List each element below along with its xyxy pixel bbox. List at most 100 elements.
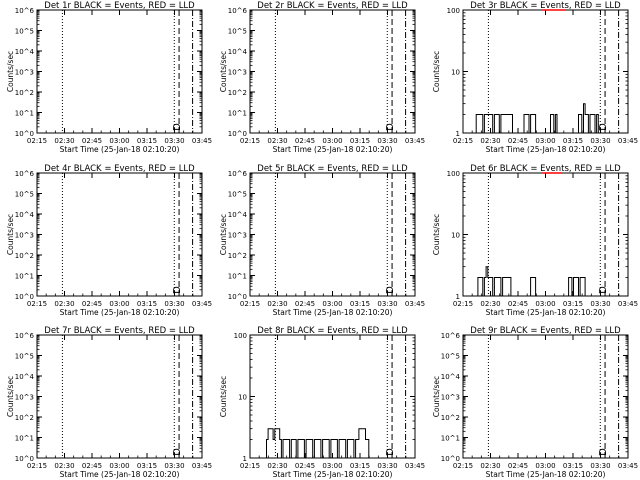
x-axis-label: Start Time (25-Jan-18 02:10:20) bbox=[273, 145, 393, 154]
x-tick-label: 02:30 bbox=[480, 137, 500, 145]
y-tick-label: 100 bbox=[234, 332, 247, 340]
x-tick-label: 03:00 bbox=[109, 137, 129, 145]
y-tick-label: 10^4 bbox=[228, 48, 248, 56]
panel-title: Det 5r BLACK = Events, RED = LLD bbox=[257, 164, 408, 174]
plot-frame bbox=[36, 172, 203, 297]
event-annotation: D bbox=[598, 286, 609, 294]
y-tick-label: 10^5 bbox=[441, 353, 460, 361]
x-axis-label: Start Time (25-Jan-18 02:10:20) bbox=[60, 470, 180, 479]
x-tick-label: 03:00 bbox=[109, 300, 129, 308]
panel-title: Det 2r BLACK = Events, RED = LLD bbox=[257, 1, 408, 11]
x-axis-label: Start Time (25-Jan-18 02:10:20) bbox=[273, 470, 393, 479]
y-axis-label: Counts/sec bbox=[219, 214, 228, 255]
y-tick-label: 10^0 bbox=[228, 130, 247, 138]
x-axis-label: Start Time (25-Jan-18 02:10:20) bbox=[486, 470, 606, 479]
x-tick-label: 03:00 bbox=[322, 300, 342, 308]
panel-title: Det 3r BLACK = Events, RED = LLD bbox=[470, 1, 621, 11]
x-tick-label: 02:30 bbox=[480, 462, 500, 470]
y-tick-label: 10^5 bbox=[228, 191, 247, 199]
y-axis-label: Counts/sec bbox=[6, 376, 15, 417]
y-tick-label: 10^2 bbox=[15, 414, 34, 422]
y-tick-label: 10^0 bbox=[441, 455, 460, 463]
y-tick-label: 1 bbox=[456, 130, 460, 138]
x-tick-label: 03:00 bbox=[109, 462, 129, 470]
detector-panel-8: Det 8r BLACK = Events, RED = LLD 1 10 100 02… bbox=[219, 326, 425, 479]
x-tick-label: 02:45 bbox=[508, 462, 528, 470]
x-tick-label: 02:45 bbox=[295, 300, 315, 308]
detector-panel-4: Det 4r BLACK = Events, RED = LLD 10^0 10^1… bbox=[6, 164, 212, 317]
y-tick-label: 10^3 bbox=[15, 69, 34, 77]
y-tick-label: 10^3 bbox=[15, 232, 34, 240]
y-tick-label: 10^3 bbox=[228, 232, 247, 240]
y-tick-label: 10^6 bbox=[441, 332, 461, 340]
x-tick-label: 03:15 bbox=[350, 137, 370, 145]
detector-panel-6: Det 6r BLACK = Events, RED = LLD 1 10 100 02… bbox=[432, 164, 638, 317]
y-tick-label: 10^2 bbox=[228, 89, 247, 97]
x-tick-label: 02:30 bbox=[54, 300, 74, 308]
y-tick-label: 10^4 bbox=[441, 373, 461, 381]
y-tick-label: 10^4 bbox=[15, 211, 35, 219]
x-tick-label: 03:00 bbox=[322, 137, 342, 145]
event-annotation: D bbox=[172, 286, 183, 294]
x-tick-label: 02:30 bbox=[267, 462, 287, 470]
x-tick-label: 03:15 bbox=[137, 137, 157, 145]
y-tick-label: 10^0 bbox=[15, 130, 34, 138]
x-axis-label: Start Time (25-Jan-18 02:10:20) bbox=[60, 145, 180, 154]
x-tick-label: 02:30 bbox=[267, 300, 287, 308]
x-tick-label: 03:45 bbox=[192, 300, 212, 308]
detector-panel-2: Det 2r BLACK = Events, RED = LLD 10^0 10^1… bbox=[219, 1, 425, 154]
panel-title: Det 1r BLACK = Events, RED = LLD bbox=[44, 1, 195, 11]
y-tick-label: 100 bbox=[447, 7, 460, 15]
y-tick-label: 10^0 bbox=[228, 293, 247, 301]
y-tick-label: 10^1 bbox=[228, 110, 247, 118]
x-tick-label: 03:30 bbox=[164, 137, 184, 145]
y-tick-label: 10^3 bbox=[15, 394, 34, 402]
x-tick-label: 03:30 bbox=[164, 300, 184, 308]
x-tick-label: 03:45 bbox=[405, 462, 425, 470]
y-tick-label: 10 bbox=[451, 69, 460, 77]
x-tick-label: 02:45 bbox=[82, 462, 102, 470]
y-axis-label: Counts/sec bbox=[432, 376, 441, 417]
x-tick-label: 03:45 bbox=[192, 462, 212, 470]
y-tick-label: 10^2 bbox=[15, 252, 34, 260]
plot-frame bbox=[249, 172, 416, 297]
events-series-line bbox=[266, 428, 370, 459]
event-annotation: D bbox=[385, 448, 396, 456]
x-tick-label: 03:45 bbox=[618, 300, 638, 308]
events-series-line bbox=[477, 266, 586, 297]
x-tick-label: 03:30 bbox=[377, 137, 397, 145]
y-tick-label: 10^1 bbox=[441, 435, 460, 443]
plot-frame bbox=[462, 334, 629, 459]
x-tick-label: 03:30 bbox=[164, 462, 184, 470]
y-tick-label: 10^6 bbox=[15, 170, 35, 178]
x-tick-label: 03:30 bbox=[590, 137, 610, 145]
x-tick-label: 02:15 bbox=[453, 462, 473, 470]
x-tick-label: 03:00 bbox=[535, 137, 555, 145]
x-tick-label: 02:15 bbox=[27, 300, 47, 308]
y-tick-label: 10^5 bbox=[15, 353, 34, 361]
y-tick-label: 10^1 bbox=[15, 435, 34, 443]
x-axis-label: Start Time (25-Jan-18 02:10:20) bbox=[273, 308, 393, 317]
y-tick-label: 10^3 bbox=[228, 69, 247, 77]
y-tick-label: 10^3 bbox=[441, 394, 460, 402]
x-tick-label: 02:30 bbox=[480, 300, 500, 308]
event-annotation: D bbox=[172, 448, 183, 456]
event-annotation: D bbox=[385, 123, 396, 131]
y-tick-label: 10^0 bbox=[15, 455, 34, 463]
y-tick-label: 10^6 bbox=[228, 170, 248, 178]
y-axis-label: Counts/sec bbox=[432, 51, 441, 92]
panel-title: Det 4r BLACK = Events, RED = LLD bbox=[44, 164, 195, 174]
y-tick-label: 10^5 bbox=[228, 28, 247, 36]
x-tick-label: 03:15 bbox=[137, 462, 157, 470]
y-tick-label: 10^5 bbox=[15, 28, 34, 36]
x-tick-label: 03:45 bbox=[618, 137, 638, 145]
x-tick-label: 02:45 bbox=[82, 137, 102, 145]
event-annotation: D bbox=[598, 123, 609, 131]
y-tick-label: 10^1 bbox=[15, 273, 34, 281]
x-tick-label: 03:00 bbox=[535, 462, 555, 470]
y-axis-label: Counts/sec bbox=[6, 214, 15, 255]
y-tick-label: 1 bbox=[456, 293, 460, 301]
y-tick-label: 10^2 bbox=[441, 414, 460, 422]
detector-panel-5: Det 5r BLACK = Events, RED = LLD 10^0 10^1… bbox=[219, 164, 425, 317]
plot-frame bbox=[249, 9, 416, 134]
